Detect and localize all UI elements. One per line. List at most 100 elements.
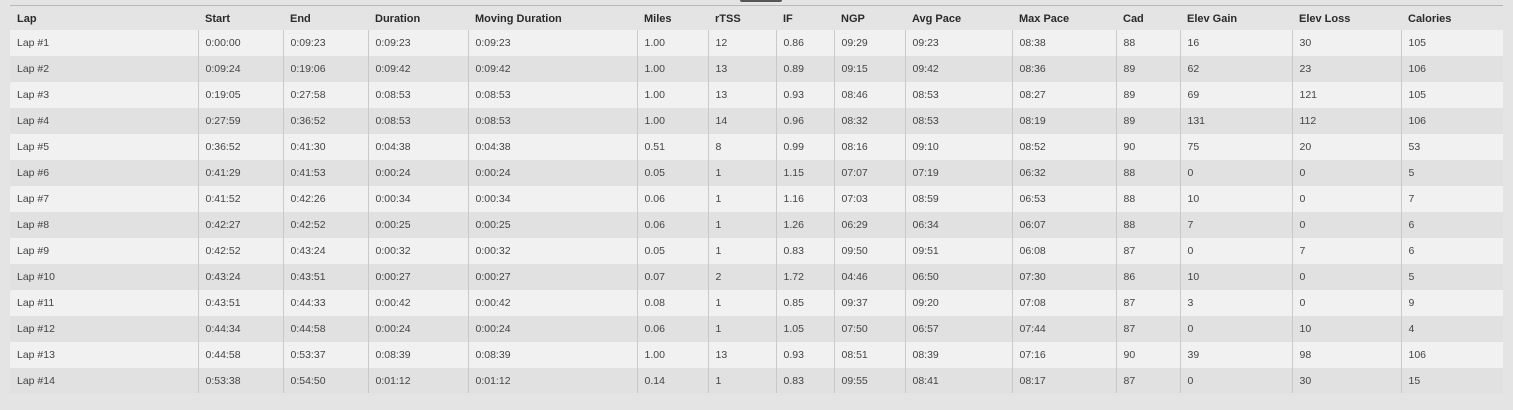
column-header-start[interactable]: Start [198,8,283,30]
column-header-if[interactable]: IF [776,8,834,30]
cell-ngp: 09:29 [833,30,905,56]
column-header-rtss[interactable]: rTSS [708,8,776,30]
table-row[interactable]: Lap #11 0:43:51 0:44:33 0:00:42 0:00:42 0.08 1… [10,290,1503,316]
table-row[interactable]: Lap #8 0:42:27 0:42:52 0:00:25 0:00:25 0.06 1 1… [10,212,1503,238]
cell-lap: Lap #6 [10,160,198,186]
cell-lap: Lap #4 [10,108,198,134]
table-row[interactable]: Lap #14 0:53:38 0:54:50 0:01:12 0:01:12 0.14 1… [10,368,1503,393]
cell-cad: 89 [1115,56,1180,82]
cell-end: 0:44:33 [282,290,368,316]
cell-duration: 0:00:24 [367,160,468,186]
cell-max-pace: 08:52 [1011,134,1116,160]
cell-cad: 88 [1115,186,1180,212]
table-row[interactable]: Lap #6 0:41:29 0:41:53 0:00:24 0:00:24 0.05 1 1… [10,160,1503,186]
table-row[interactable]: Lap #2 0:09:24 0:19:06 0:09:42 0:09:42 1.00 13… [10,56,1503,82]
cell-max-pace: 06:07 [1011,212,1116,238]
cell-if: 1.15 [775,160,834,186]
column-header-moving-duration[interactable]: Moving Duration [468,8,637,30]
cell-if: 1.26 [775,212,834,238]
cell-if: 0.89 [775,56,834,82]
table-row[interactable]: Lap #13 0:44:58 0:53:37 0:08:39 0:08:39 1.00 1… [10,342,1503,368]
cell-lap: Lap #2 [10,56,198,82]
cell-end: 0:42:52 [282,212,368,238]
cell-cad: 87 [1115,316,1180,342]
column-header-ngp[interactable]: NGP [834,8,905,30]
cell-lap: Lap #8 [10,212,198,238]
cell-ngp: 08:51 [833,342,905,368]
cell-avg-pace: 06:57 [904,316,1012,342]
cell-lap: Lap #3 [10,82,198,108]
cell-max-pace: 07:16 [1011,342,1116,368]
cell-miles: 1.00 [636,30,708,56]
cell-calories: 106 [1400,108,1503,134]
cell-moving-duration: 0:08:53 [467,108,637,134]
cell-elev-gain: 0 [1179,160,1292,186]
cell-duration: 0:00:34 [367,186,468,212]
cell-calories: 53 [1400,134,1503,160]
cell-duration: 0:00:27 [367,264,468,290]
cell-elev-loss: 112 [1291,108,1401,134]
cell-miles: 0.06 [636,316,708,342]
cell-duration: 0:01:12 [367,368,468,393]
column-header-duration[interactable]: Duration [368,8,468,30]
cell-if: 0.86 [775,30,834,56]
cell-end: 0:44:58 [282,316,368,342]
cell-cad: 88 [1115,212,1180,238]
cell-elev-gain: 69 [1179,82,1292,108]
cell-end: 0:19:06 [282,56,368,82]
table-row[interactable]: Lap #9 0:42:52 0:43:24 0:00:32 0:00:32 0.05 1 0… [10,238,1503,264]
cell-rtss: 1 [707,238,776,264]
table-header-row: Lap Start End Duration Moving Duration M… [10,8,1503,30]
column-header-end[interactable]: End [283,8,368,30]
table-row[interactable]: Lap #7 0:41:52 0:42:26 0:00:34 0:00:34 0.06 1 1… [10,186,1503,212]
column-header-avg-pace[interactable]: Avg Pace [905,8,1012,30]
cell-rtss: 12 [707,30,776,56]
cell-duration: 0:00:25 [367,212,468,238]
cell-cad: 87 [1115,290,1180,316]
cell-duration: 0:09:23 [367,30,468,56]
cell-start: 0:19:05 [197,82,283,108]
cell-elev-gain: 39 [1179,342,1292,368]
cell-calories: 106 [1400,56,1503,82]
table-row[interactable]: Lap #10 0:43:24 0:43:51 0:00:27 0:00:27 0.07 2… [10,264,1503,290]
table-row[interactable]: Lap #12 0:44:34 0:44:58 0:00:24 0:00:24 0.06 1… [10,316,1503,342]
table-row[interactable]: Lap #1 0:00:00 0:09:23 0:09:23 0:09:23 1.00 12… [10,30,1503,56]
cell-rtss: 14 [707,108,776,134]
cell-elev-loss: 10 [1291,316,1401,342]
table-row[interactable]: Lap #4 0:27:59 0:36:52 0:08:53 0:08:53 1.00 14… [10,108,1503,134]
cell-moving-duration: 0:00:24 [467,316,637,342]
cell-duration: 0:04:38 [367,134,468,160]
column-header-calories[interactable]: Calories [1401,8,1503,30]
cell-max-pace: 07:08 [1011,290,1116,316]
cell-end: 0:54:50 [282,368,368,393]
column-header-elev-loss[interactable]: Elev Loss [1292,8,1401,30]
cell-avg-pace: 06:34 [904,212,1012,238]
column-header-miles[interactable]: Miles [637,8,708,30]
cell-ngp: 07:50 [833,316,905,342]
cell-calories: 4 [1400,316,1503,342]
cell-calories: 106 [1400,342,1503,368]
cell-miles: 1.00 [636,342,708,368]
cell-cad: 89 [1115,82,1180,108]
cell-rtss: 8 [707,134,776,160]
cell-rtss: 1 [707,186,776,212]
cell-elev-loss: 30 [1291,30,1401,56]
column-header-lap[interactable]: Lap [10,8,198,30]
table-row[interactable]: Lap #5 0:36:52 0:41:30 0:04:38 0:04:38 0.51 8 0… [10,134,1503,160]
cell-rtss: 13 [707,56,776,82]
cell-if: 0.85 [775,290,834,316]
cell-lap: Lap #10 [10,264,198,290]
cell-elev-gain: 75 [1179,134,1292,160]
column-header-elev-gain[interactable]: Elev Gain [1180,8,1292,30]
cell-moving-duration: 0:04:38 [467,134,637,160]
cell-cad: 90 [1115,342,1180,368]
cell-elev-loss: 121 [1291,82,1401,108]
cell-start: 0:42:52 [197,238,283,264]
column-header-cad[interactable]: Cad [1116,8,1180,30]
cell-end: 0:43:24 [282,238,368,264]
column-header-max-pace[interactable]: Max Pace [1012,8,1116,30]
table-row[interactable]: Lap #3 0:19:05 0:27:58 0:08:53 0:08:53 1.00 13… [10,82,1503,108]
cell-elev-gain: 7 [1179,212,1292,238]
cell-ngp: 09:50 [833,238,905,264]
